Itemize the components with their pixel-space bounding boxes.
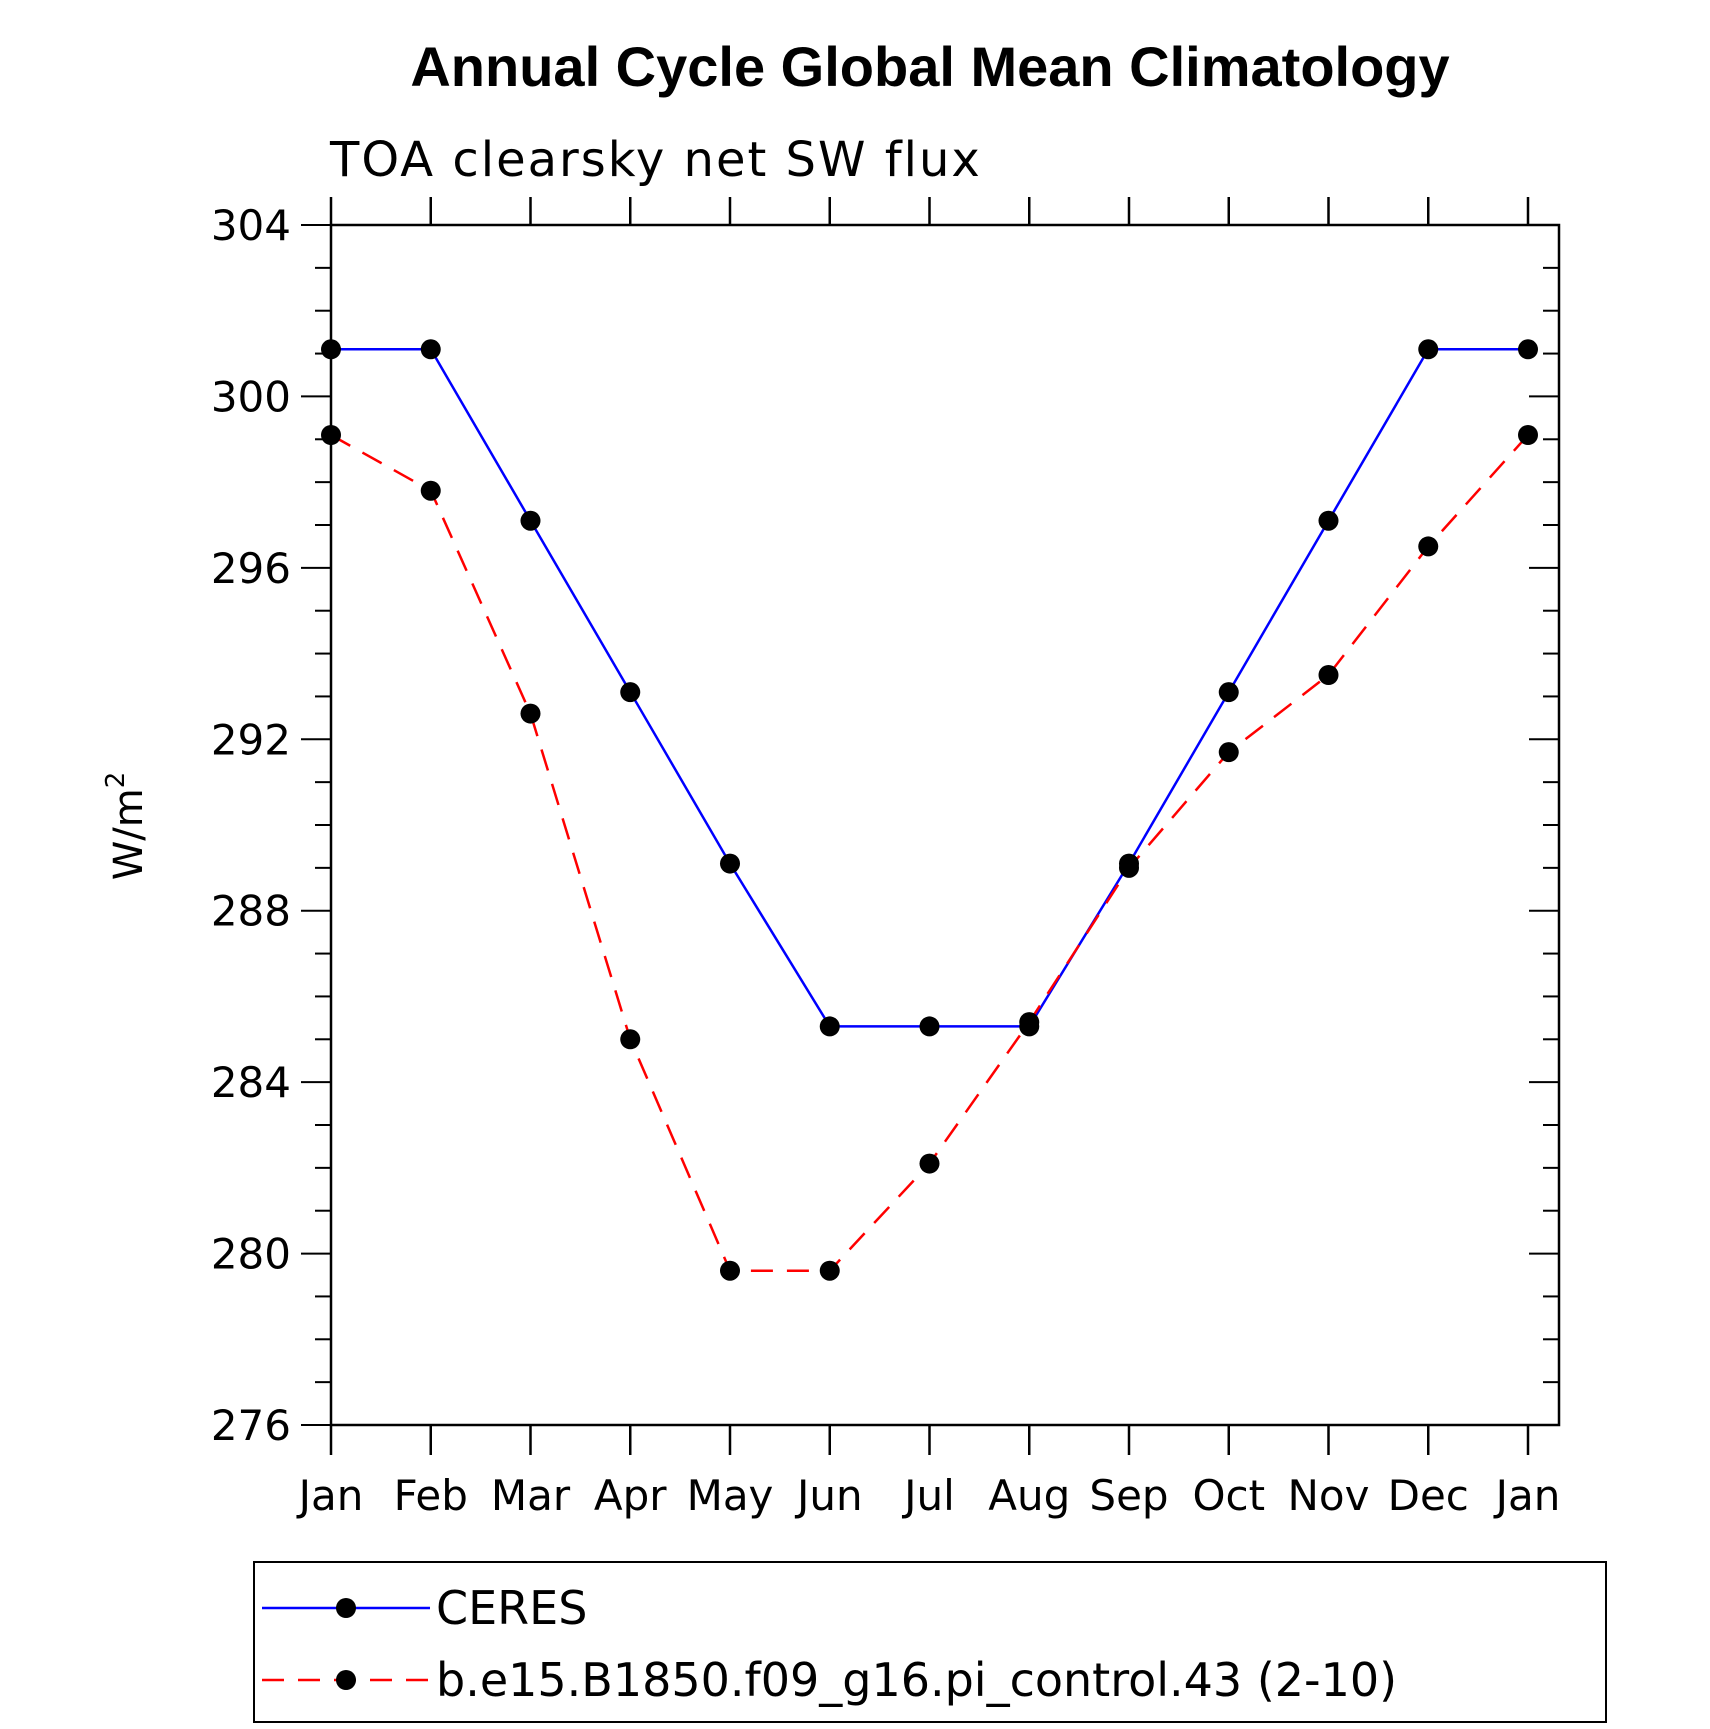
data-point-ceres — [919, 1016, 940, 1037]
y-tick-label: 276 — [211, 1401, 291, 1450]
x-tick-label: Aug — [988, 1471, 1070, 1520]
data-point-model — [1119, 857, 1139, 878]
x-tick-label: Nov — [1288, 1471, 1370, 1520]
x-tick-label: Oct — [1192, 1471, 1265, 1520]
y-axis-label-superscript: 2 — [101, 772, 131, 789]
data-point-model — [620, 1029, 641, 1050]
series-layer — [321, 339, 1538, 1281]
x-tick-label: Jan — [1493, 1471, 1561, 1520]
data-point-ceres — [1518, 339, 1538, 360]
y-tick-label: 296 — [211, 544, 291, 593]
data-point-model — [1019, 1012, 1040, 1033]
data-point-model — [919, 1153, 940, 1174]
x-tick-label: May — [687, 1471, 774, 1520]
data-point-ceres — [1218, 682, 1239, 703]
data-point-model — [819, 1260, 840, 1281]
y-axis-label-main: W/m — [106, 788, 152, 880]
x-tick-label: Feb — [394, 1471, 468, 1520]
y-tick-label: 288 — [211, 887, 291, 936]
data-point-model — [520, 703, 541, 724]
data-point-model — [1318, 665, 1339, 685]
data-point-ceres — [420, 339, 441, 360]
data-point-ceres — [720, 853, 740, 874]
data-point-model — [1418, 536, 1439, 557]
data-point-ceres — [620, 682, 641, 703]
x-tick-label: Jun — [794, 1471, 863, 1520]
series-line-ceres — [331, 348, 1528, 1028]
chart-subtitle: TOA clearsky net SW flux — [329, 132, 982, 188]
plot-frame — [329, 223, 1561, 1427]
x-tick-label: Sep — [1089, 1471, 1168, 1520]
x-tick-label: Mar — [491, 1471, 571, 1520]
y-axis: 276 280 284 288 292 296 300 304 — [211, 201, 1559, 1450]
data-point-ceres — [321, 339, 341, 360]
data-point-ceres — [1418, 339, 1439, 360]
y-tick-label: 292 — [211, 715, 291, 764]
legend-label-ceres: CERES — [436, 1581, 587, 1635]
data-point-model — [420, 480, 441, 501]
x-axis: Jan Feb Mar Apr May Jun Jul Aug Sep Oct Nov Dec Jan — [296, 197, 1561, 1520]
x-tick-label: Jul — [901, 1471, 955, 1520]
data-point-ceres — [819, 1016, 840, 1037]
x-tick-label: Jan — [296, 1471, 364, 1520]
series-line-model — [330, 433, 1529, 1272]
legend-box — [253, 1561, 1607, 1723]
data-point-model — [720, 1260, 740, 1281]
data-point-model — [321, 425, 341, 445]
y-tick-label: 280 — [211, 1230, 291, 1279]
y-axis-label: W/m2 — [101, 772, 152, 881]
y-tick-label: 304 — [211, 201, 291, 250]
legend-marker-model — [336, 1670, 356, 1690]
data-point-ceres — [1318, 510, 1339, 531]
y-tick-label: 300 — [211, 372, 291, 421]
data-point-model — [1218, 742, 1239, 763]
plot-border — [329, 223, 1561, 1427]
x-tick-label: Dec — [1388, 1471, 1469, 1520]
x-tick-label: Apr — [594, 1471, 667, 1520]
y-tick-label: 284 — [211, 1058, 291, 1107]
chart-title: Annual Cycle Global Mean Climatology — [410, 35, 1449, 98]
data-point-model — [1518, 425, 1538, 445]
legend: CERES b.e15.B1850.f09_g16.pi_control.43 … — [253, 1561, 1607, 1723]
legend-marker-ceres — [336, 1598, 356, 1618]
data-point-ceres — [520, 510, 541, 531]
legend-label-model: b.e15.B1850.f09_g16.pi_control.43 (2-10) — [436, 1653, 1397, 1707]
